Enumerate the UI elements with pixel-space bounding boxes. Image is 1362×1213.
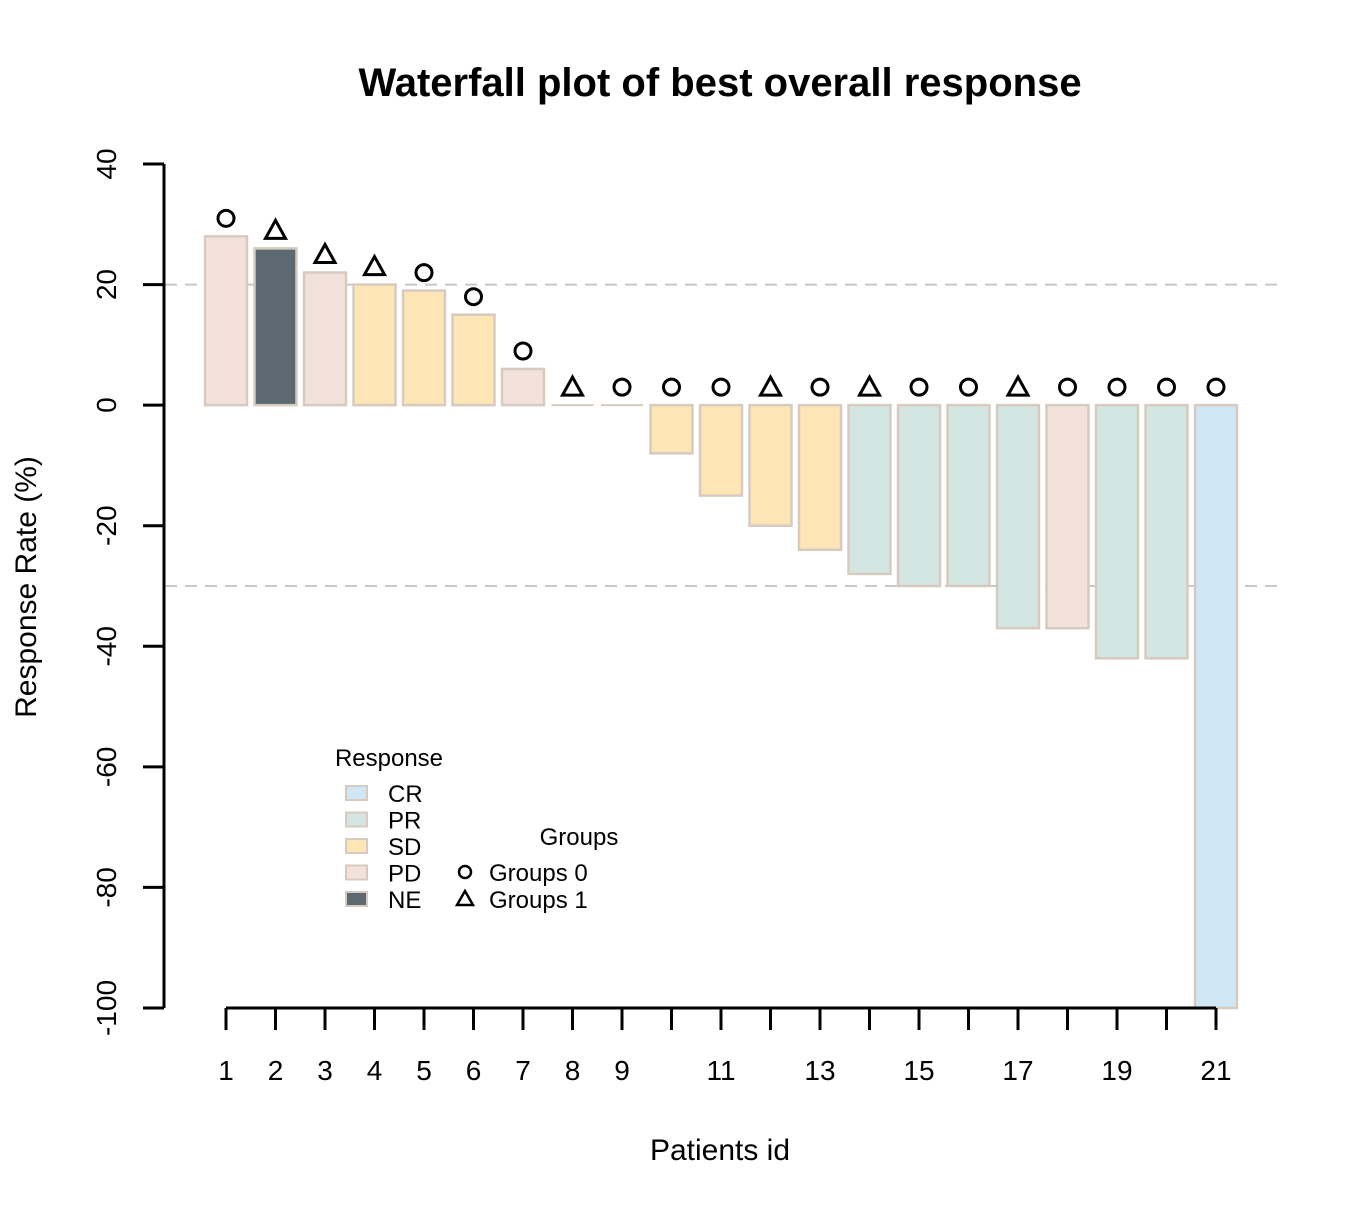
x-tick-label: 17 — [1002, 1055, 1033, 1086]
x-tick-label: 2 — [268, 1055, 284, 1086]
bar — [500, 367, 546, 407]
x-tick-label: 7 — [515, 1055, 531, 1086]
x-tick-label: 21 — [1200, 1055, 1231, 1086]
bar — [847, 403, 892, 576]
y-tick-label: -60 — [91, 747, 122, 787]
y-axis-label: Response Rate (%) — [10, 456, 43, 718]
legend-response-title: Response — [335, 745, 443, 772]
legend-group-label: Groups 1 — [489, 887, 588, 914]
marker-group-1 — [361, 253, 388, 277]
x-tick-label: 13 — [804, 1055, 835, 1086]
bars — [203, 235, 1239, 1010]
x-tick-label: 15 — [903, 1055, 934, 1086]
bar — [401, 289, 447, 407]
marker-group-0 — [810, 377, 830, 397]
legend-marker-circle — [457, 864, 473, 880]
marker-group-0 — [711, 377, 731, 397]
x-axis: 1 2 3 4 5 6 7 8 9 11 13 15 17 19 21 — [218, 1006, 1232, 1086]
y-tick-label: -100 — [91, 980, 122, 1036]
bar — [896, 403, 942, 588]
bar — [451, 313, 496, 407]
bar — [352, 283, 397, 407]
marker-group-0 — [959, 377, 978, 397]
legend-swatch-ne — [345, 891, 368, 907]
reference-lines — [165, 283, 1280, 587]
y-tick-label: -40 — [91, 626, 122, 666]
y-tick-label: -20 — [91, 505, 122, 545]
x-tick-label: 5 — [416, 1055, 432, 1086]
legend-label-sd: SD — [388, 834, 421, 861]
x-tick-label: 11 — [706, 1055, 735, 1086]
marker-group-1 — [757, 374, 784, 397]
marker-group-0 — [464, 287, 483, 307]
legend-swatch-sd — [345, 838, 368, 854]
marker-group-0 — [1206, 377, 1226, 397]
legend-swatch-cr — [345, 785, 368, 801]
group-markers — [216, 208, 1226, 397]
bar — [1045, 403, 1090, 630]
marker-group-1 — [856, 374, 883, 397]
legend-swatch-pd — [345, 864, 368, 881]
marker-group-1 — [559, 374, 586, 397]
x-tick-label: 8 — [565, 1055, 581, 1086]
bar — [995, 403, 1041, 630]
y-tick-label: -80 — [91, 867, 122, 907]
marker-group-0 — [1058, 377, 1077, 397]
bar — [649, 403, 694, 455]
bar — [698, 403, 744, 497]
bar — [1094, 403, 1140, 660]
bar — [946, 403, 991, 588]
marker-group-1 — [1005, 374, 1031, 397]
legend-label-pr: PR — [388, 808, 421, 835]
x-tick-label: 3 — [317, 1055, 333, 1086]
marker-group-0 — [513, 341, 533, 361]
x-tick-label: 1 — [218, 1055, 234, 1086]
legend-label-cr: CR — [388, 781, 423, 808]
y-axis: 40 20 0 -20 -40 -60 -80 -100 — [91, 148, 166, 1036]
y-tick-label: 40 — [91, 148, 122, 179]
x-tick-label: 4 — [367, 1055, 383, 1086]
legend-label-pd: PD — [388, 861, 421, 888]
bar — [203, 235, 249, 407]
bar — [302, 271, 348, 407]
marker-group-0 — [662, 377, 681, 397]
x-axis-label: Patients id — [650, 1134, 790, 1167]
bar — [1193, 403, 1239, 1010]
marker-group-0 — [1107, 377, 1127, 397]
chart-title: Waterfall plot of best overall response — [358, 61, 1081, 105]
legend-swatch-pr — [345, 811, 368, 828]
x-tick-label: 6 — [466, 1055, 482, 1086]
bar — [797, 403, 843, 552]
bar — [253, 247, 298, 407]
marker-group-0 — [1157, 377, 1176, 397]
marker-group-0 — [909, 377, 929, 397]
marker-group-0 — [612, 377, 632, 397]
legend-marker-triangle — [454, 888, 476, 907]
marker-group-0 — [414, 263, 434, 283]
legend-groups-title: Groups — [540, 824, 619, 851]
legend-group-label: Groups 0 — [489, 860, 588, 887]
bar — [748, 403, 793, 527]
marker-group-1 — [262, 217, 289, 240]
marker-group-1 — [312, 241, 338, 265]
x-tick-label: 19 — [1101, 1055, 1132, 1086]
y-tick-label: 0 — [91, 397, 122, 413]
y-tick-label: 20 — [91, 269, 122, 300]
x-tick-label: 9 — [614, 1055, 630, 1086]
legend-label-ne: NE — [388, 887, 421, 914]
marker-group-0 — [216, 208, 236, 228]
bar — [1144, 403, 1189, 660]
